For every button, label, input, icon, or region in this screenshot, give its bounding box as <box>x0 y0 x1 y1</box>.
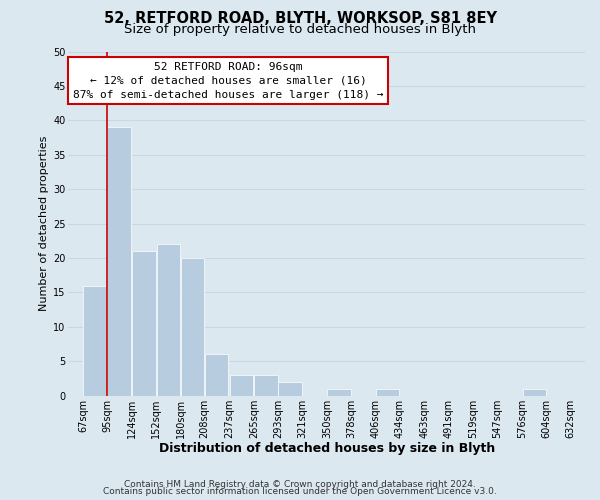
Text: Contains public sector information licensed under the Open Government Licence v3: Contains public sector information licen… <box>103 488 497 496</box>
Bar <box>376 389 399 396</box>
Text: 52, RETFORD ROAD, BLYTH, WORKSOP, S81 8EY: 52, RETFORD ROAD, BLYTH, WORKSOP, S81 8E… <box>104 11 497 26</box>
Y-axis label: Number of detached properties: Number of detached properties <box>39 136 49 312</box>
Bar <box>254 375 278 396</box>
Bar <box>181 258 204 396</box>
Bar <box>230 375 253 396</box>
Bar <box>205 354 229 396</box>
Bar <box>83 286 107 396</box>
Bar <box>278 382 302 396</box>
Bar <box>107 127 131 396</box>
Bar <box>157 244 180 396</box>
Bar <box>133 251 156 396</box>
Bar <box>328 389 351 396</box>
Text: 52 RETFORD ROAD: 96sqm
← 12% of detached houses are smaller (16)
87% of semi-det: 52 RETFORD ROAD: 96sqm ← 12% of detached… <box>73 62 383 100</box>
X-axis label: Distribution of detached houses by size in Blyth: Distribution of detached houses by size … <box>158 442 495 455</box>
Text: Contains HM Land Registry data © Crown copyright and database right 2024.: Contains HM Land Registry data © Crown c… <box>124 480 476 489</box>
Text: Size of property relative to detached houses in Blyth: Size of property relative to detached ho… <box>124 22 476 36</box>
Bar <box>523 389 546 396</box>
